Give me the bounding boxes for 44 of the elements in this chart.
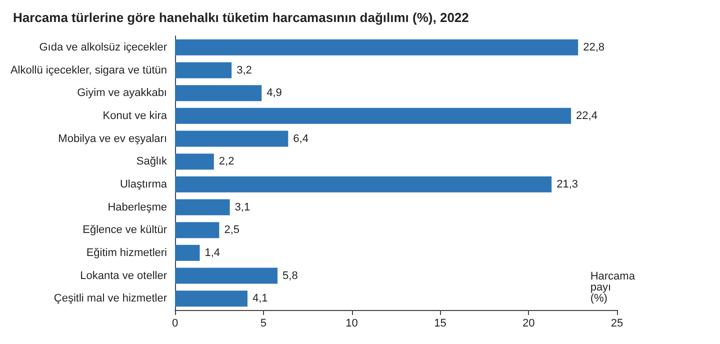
y-tick-label: Ulaştırma <box>120 178 168 190</box>
x-tick-label: 5 <box>260 318 266 330</box>
bar <box>175 244 200 261</box>
bar <box>175 39 578 56</box>
x-tick-label: 20 <box>522 318 535 330</box>
x-tick-label: 0 <box>172 318 178 330</box>
bar <box>175 85 262 102</box>
x-axis-title: Harcama payı (%) <box>590 270 638 304</box>
y-tick-label: Eğitim hizmetleri <box>86 246 167 259</box>
data-label: 2,2 <box>218 156 234 168</box>
bar <box>175 199 230 216</box>
y-tick-label: Gıda ve alkolsüz içecekler <box>39 41 168 54</box>
data-label: 6,4 <box>293 132 308 145</box>
data-label: 4,1 <box>252 292 268 305</box>
data-label: 5,8 <box>282 270 298 282</box>
x-tick-label: 10 <box>346 318 358 330</box>
bar <box>175 222 220 238</box>
x-tick-label: 25 <box>610 318 624 330</box>
data-label: 3,2 <box>236 64 252 76</box>
bar <box>175 154 214 170</box>
y-tick-label: Lokanta ve oteller <box>80 270 168 282</box>
y-tick-label: Sağlık <box>136 156 168 168</box>
y-tick-label: Eğlence ve kültür <box>82 224 168 236</box>
data-label: 22,4 <box>576 110 598 122</box>
data-label: 22,8 <box>583 41 605 54</box>
bar <box>175 108 572 124</box>
bar <box>175 268 278 284</box>
bar <box>175 290 248 307</box>
data-label: 4,9 <box>266 87 282 100</box>
bar <box>175 62 232 78</box>
chart-title: Harcama türlerine göre hanehalkı tüketim harcamasının dağılımı (%), 2022 <box>13 10 469 25</box>
y-tick-label: Çeşitli mal ve hizmetler <box>54 292 168 305</box>
data-label: 21,3 <box>556 178 578 190</box>
y-tick-label: Mobilya ve ev eşyaları <box>58 132 167 145</box>
x-tick-label: 15 <box>434 318 446 330</box>
data-label: 3,1 <box>234 201 250 214</box>
y-tick-label: Konut ve kira <box>102 110 168 122</box>
bar <box>175 130 288 147</box>
y-tick-label: Alkollü içecekler, sigara ve tütün <box>10 64 167 76</box>
bar <box>175 176 552 192</box>
data-label: 1,4 <box>204 246 220 259</box>
y-tick-label: Giyim ve ayakkabı <box>77 87 167 100</box>
y-tick-label: Haberleşme <box>108 201 167 214</box>
data-label: 2,5 <box>224 224 240 236</box>
